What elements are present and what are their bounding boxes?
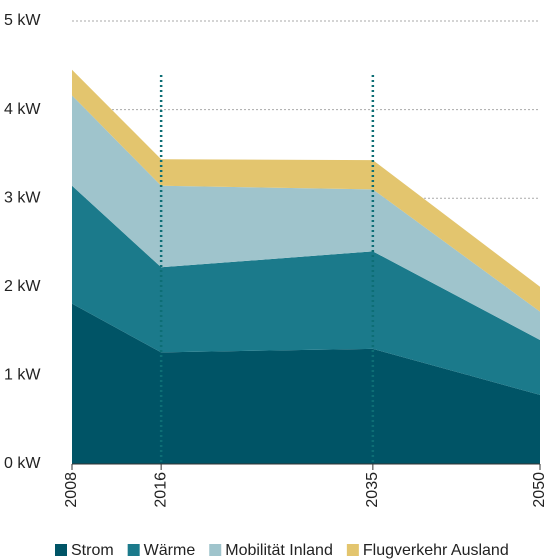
y-tick-label: 3 kW: [4, 189, 41, 206]
y-tick-label: 2 kW: [4, 278, 41, 295]
legend-label: Strom: [71, 542, 114, 559]
legend-label: Mobilität Inland: [225, 542, 333, 559]
legend-label: Flugverkehr Ausland: [363, 542, 509, 559]
legend-swatch: [346, 544, 359, 556]
area: [72, 95, 540, 340]
y-tick-label: 5 kW: [4, 12, 41, 29]
legend-swatch: [55, 544, 67, 556]
legend-swatch: [209, 544, 222, 556]
y-tick-label: 0 kW: [4, 455, 41, 472]
x-tick-label: 2008: [63, 472, 80, 508]
legend-label: Wärme: [144, 542, 196, 559]
x-tick-label: 2016: [152, 472, 169, 508]
legend-swatch: [127, 544, 140, 556]
area: [72, 303, 540, 464]
x-tick-label: 2050: [531, 472, 548, 508]
y-tick-label: 1 kW: [4, 367, 41, 384]
area: [72, 185, 540, 395]
y-tick-label: 4 kW: [4, 101, 41, 118]
x-tick-label: 2035: [364, 472, 381, 508]
